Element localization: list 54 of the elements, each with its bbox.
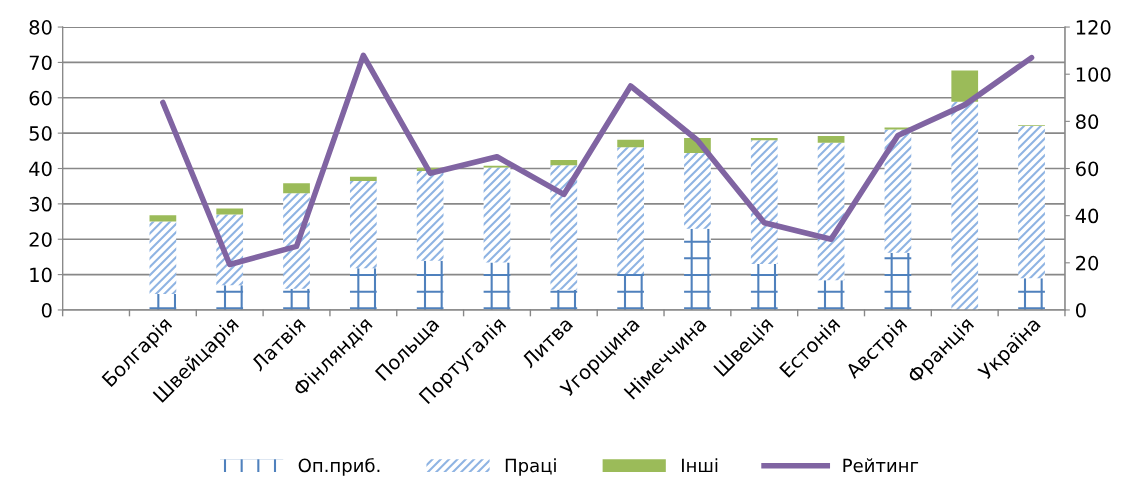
bar bbox=[1018, 278, 1045, 310]
bar bbox=[483, 262, 511, 310]
y2-tick-label: 60 bbox=[1076, 161, 1099, 177]
y-tick-label: 20 bbox=[29, 232, 52, 247]
legend-label: Рейтинг bbox=[843, 458, 919, 473]
bar bbox=[483, 167, 511, 263]
legend-label: Праці bbox=[505, 458, 556, 476]
legend-label: Оп.приб. bbox=[298, 457, 380, 476]
bar bbox=[617, 147, 644, 274]
y2-tick-label: 40 bbox=[1075, 208, 1099, 224]
bar bbox=[817, 280, 845, 310]
legend-label: Інші bbox=[682, 458, 718, 472]
bar bbox=[149, 215, 177, 222]
y2-tick-label: 80 bbox=[1076, 114, 1099, 130]
bar bbox=[149, 294, 177, 310]
bar bbox=[817, 142, 845, 281]
bar bbox=[349, 176, 377, 181]
bar bbox=[149, 221, 177, 295]
bar bbox=[416, 170, 444, 261]
bar bbox=[817, 135, 845, 143]
bar bbox=[216, 285, 244, 310]
bar bbox=[550, 160, 578, 166]
bar bbox=[349, 180, 377, 269]
bar bbox=[884, 129, 912, 253]
bar bbox=[550, 289, 578, 310]
bar bbox=[750, 263, 778, 310]
y2-tick-label: 0 bbox=[1075, 302, 1086, 318]
y-tick-label: 50 bbox=[29, 126, 52, 141]
bar bbox=[1018, 126, 1045, 279]
bar bbox=[951, 70, 979, 102]
bar bbox=[416, 260, 444, 310]
y-tick-label: 80 bbox=[29, 20, 52, 35]
y-tick-label: 10 bbox=[30, 267, 52, 283]
bar bbox=[283, 288, 310, 310]
bar bbox=[617, 273, 644, 310]
bar bbox=[617, 139, 644, 148]
y2-tick-label: 100 bbox=[1076, 67, 1111, 82]
y2-tick-label: 120 bbox=[1076, 20, 1111, 35]
bar bbox=[349, 268, 377, 310]
bar bbox=[750, 138, 778, 141]
y-tick-label: 60 bbox=[29, 90, 52, 106]
bar bbox=[550, 165, 578, 290]
y-tick-label: 30 bbox=[29, 196, 52, 212]
bar bbox=[884, 252, 912, 310]
y-tick-label: 40 bbox=[29, 161, 52, 177]
bar bbox=[684, 152, 711, 229]
y2-tick-label: 20 bbox=[1076, 255, 1099, 271]
bar bbox=[684, 228, 711, 310]
bar bbox=[951, 101, 979, 310]
y-tick-label: 0 bbox=[41, 302, 52, 318]
bar bbox=[283, 183, 310, 194]
y-tick-label: 70 bbox=[29, 55, 52, 71]
bar bbox=[750, 140, 778, 264]
bar bbox=[216, 208, 244, 215]
